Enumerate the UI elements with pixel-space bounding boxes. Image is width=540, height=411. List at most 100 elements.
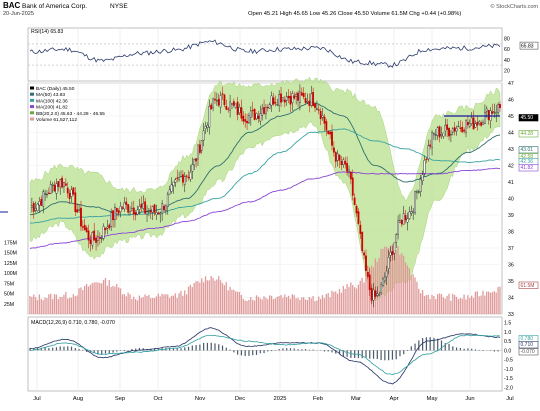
candle-body (312, 92, 313, 106)
candle-body (44, 194, 45, 195)
candle-body (378, 294, 379, 295)
macd-histogram-bar (418, 340, 419, 350)
volume-bar (73, 294, 74, 314)
candle-body (205, 126, 206, 128)
price-tick: 41 (508, 180, 514, 186)
candle-body (197, 145, 198, 159)
candle-body (433, 134, 434, 135)
candle-body (395, 235, 396, 243)
volume-bar (71, 298, 72, 314)
macd-histogram-bar (222, 346, 223, 351)
candle-body (435, 135, 436, 136)
volume-bar (479, 296, 480, 314)
macd-histogram-bar (245, 350, 246, 356)
price-tick: 35 (508, 279, 514, 285)
volume-bar (143, 297, 144, 314)
price-tick: 36 (508, 263, 514, 269)
macd-histogram-bar (41, 349, 42, 351)
price-tick: 42 (508, 164, 514, 170)
candle-body (61, 178, 62, 187)
macd-histogram-bar (297, 349, 298, 350)
volume-bar (354, 287, 355, 314)
candle-body (194, 159, 195, 165)
volume-bar (375, 259, 376, 314)
candle-body (299, 92, 300, 102)
macd-histogram-bar (184, 347, 185, 350)
volume-bar (463, 294, 464, 314)
macd-histogram-bar (56, 347, 57, 350)
volume-bar (299, 300, 300, 314)
candle-body (309, 101, 310, 106)
macd-histogram-bar (135, 349, 136, 351)
candle-body (307, 101, 308, 102)
candle-body (69, 193, 70, 198)
candle-body (305, 98, 306, 102)
volume-bar (211, 276, 212, 314)
macd-histogram-bar (229, 350, 230, 351)
macd-histogram-bar (192, 346, 193, 351)
volume-bar (496, 292, 497, 314)
macd-histogram-bar (286, 348, 287, 350)
candle-body (237, 102, 238, 115)
candle-body (48, 193, 49, 194)
volume-bar (29, 296, 30, 314)
candle-body (486, 109, 487, 111)
volume-bar (329, 297, 330, 314)
macd-histogram-bar (71, 347, 72, 351)
volume-bar (273, 299, 274, 314)
macd-histogram-bar (282, 348, 283, 350)
volume-bar (246, 301, 247, 314)
candle-body (156, 212, 157, 214)
candle-body (52, 184, 53, 185)
volume-bar (37, 300, 38, 314)
candle-body (222, 94, 223, 95)
candle-body (411, 211, 412, 213)
macd-histogram-bar (116, 350, 117, 351)
candle-body (58, 181, 59, 186)
price-value-label: 43.01 (521, 147, 534, 153)
price-value-label: 45.50 (521, 115, 534, 121)
macd-histogram-bar (305, 349, 306, 350)
volume-bar (188, 287, 189, 314)
volume-bar (294, 295, 295, 314)
volume-bar (488, 292, 489, 314)
volume-bar (441, 294, 442, 314)
candle-body (92, 233, 93, 246)
volume-bar (60, 297, 61, 314)
candle-body (301, 93, 302, 96)
candle-body (292, 93, 293, 102)
macd-histogram-bar (456, 348, 457, 351)
candle-body (231, 103, 232, 104)
candle-body (161, 204, 162, 214)
candle-body (469, 123, 470, 126)
volume-bar (480, 296, 481, 314)
macd-histogram-bar (52, 348, 53, 351)
volume-value-label: 61.5M (521, 283, 535, 289)
macd-histogram-bar (403, 350, 404, 354)
volume-bar (69, 298, 70, 314)
candle-body (209, 106, 210, 127)
x-tick-label: Jul (506, 396, 513, 402)
candle-body (186, 176, 187, 177)
candle-body (331, 132, 332, 146)
volume-bar (320, 299, 321, 314)
volume-bar (95, 282, 96, 314)
macd-tick: -0.5 (504, 358, 513, 364)
macd-histogram-bar (214, 343, 215, 350)
macd-histogram-bar (479, 350, 480, 351)
volume-bar (244, 300, 245, 314)
candle-body (56, 184, 57, 194)
rsi-value-label: 65.83 (521, 44, 534, 50)
volume-bar (182, 296, 183, 314)
macd-tick: 1.5 (504, 321, 511, 327)
macd-histogram-bar (248, 350, 249, 356)
volume-bar (112, 286, 113, 314)
macd-histogram-bar (180, 348, 181, 350)
candle-body (105, 228, 106, 230)
rsi-tick: 60 (504, 47, 510, 53)
volume-bar (107, 286, 108, 314)
candle-body (407, 219, 408, 222)
candle-body (212, 99, 213, 108)
candle-body (492, 112, 493, 114)
